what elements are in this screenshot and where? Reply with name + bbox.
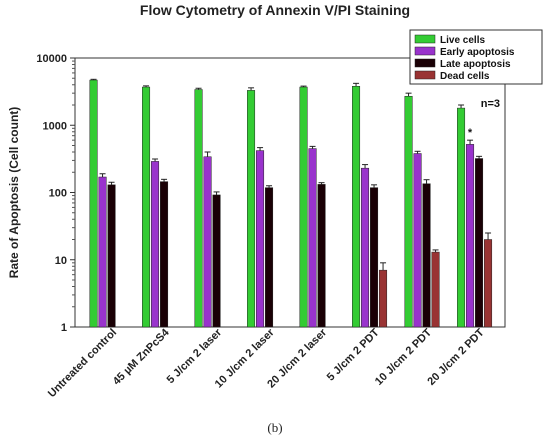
legend-label: Early apoptosis xyxy=(440,47,515,58)
bar-early-apoptosis xyxy=(413,153,422,328)
bar-early-apoptosis xyxy=(466,144,475,328)
bar-late-apoptosis xyxy=(107,184,116,328)
bar-late-apoptosis xyxy=(212,194,221,328)
bar-late-apoptosis xyxy=(265,187,274,328)
bar-live-cells xyxy=(142,86,151,328)
bar-late-apoptosis xyxy=(160,181,169,328)
y-tick-label: 1 xyxy=(61,322,67,334)
legend-label: Live cells xyxy=(440,35,485,46)
bar-live-cells xyxy=(247,90,256,328)
bars xyxy=(89,78,493,328)
bar-live-cells xyxy=(89,79,98,328)
bar-early-apoptosis xyxy=(308,148,317,328)
axes: 1 10 100 1000 10000 Rate of Apoptosis (Cell c… xyxy=(7,53,506,334)
y-tick-label: 1000 xyxy=(43,120,67,132)
bar-live-cells xyxy=(299,86,308,328)
x-tick-label: 5 J/cm 2 PDT xyxy=(325,326,382,383)
bar-dead-cells xyxy=(431,251,440,328)
legend-swatch xyxy=(414,34,436,44)
bar-live-cells xyxy=(457,107,466,328)
bar-late-apoptosis xyxy=(317,184,326,328)
bar-early-apoptosis xyxy=(98,176,107,328)
bar-early-apoptosis xyxy=(203,156,212,328)
figure-caption: (b) xyxy=(267,420,283,435)
x-tick-label: Untreated control xyxy=(46,327,119,400)
bar-late-apoptosis xyxy=(422,183,431,328)
legend-swatch xyxy=(414,46,436,56)
bar-dead-cells xyxy=(379,269,388,328)
y-tick-label: 10000 xyxy=(36,53,67,65)
plot-frame xyxy=(74,57,506,328)
bar-dead-cells xyxy=(484,239,493,328)
legend-swatch xyxy=(414,58,436,68)
bar-late-apoptosis xyxy=(370,187,379,328)
x-tick-label: 5 J/cm 2 laser xyxy=(165,326,225,386)
x-tick-label: 20 J/cm 2 PDT xyxy=(425,326,486,387)
bar-live-cells xyxy=(352,86,361,328)
legend-label: Dead cells xyxy=(440,71,490,82)
bar-live-cells xyxy=(194,89,203,328)
bar-early-apoptosis xyxy=(256,150,265,328)
y-tick-label: 10 xyxy=(55,255,67,267)
bar-early-apoptosis xyxy=(361,167,370,328)
significance-star: * xyxy=(468,127,473,139)
y-tick-label: 100 xyxy=(49,188,67,200)
sample-size-annotation: n=3 xyxy=(481,98,500,110)
legend-label: Late apoptosis xyxy=(440,59,511,70)
x-tick-label: 45 µM ZnPcS4 xyxy=(111,326,173,388)
bar-late-apoptosis xyxy=(475,158,484,328)
annotations: n=3 * xyxy=(468,98,500,139)
bar-early-apoptosis xyxy=(151,161,160,328)
bar-live-cells xyxy=(404,95,413,328)
legend-swatch xyxy=(414,70,436,80)
chart-title: Flow Cytometry of Annexin V/PI Staining xyxy=(139,2,411,18)
y-axis-label: Rate of Apoptosis (Cell count) xyxy=(7,107,21,279)
